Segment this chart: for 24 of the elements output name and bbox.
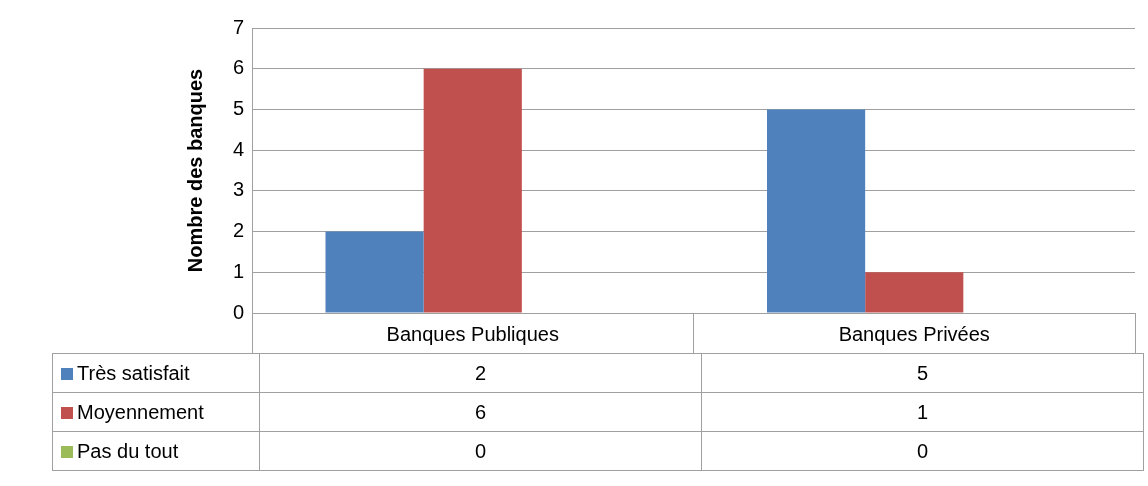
y-tick-label: 1: [232, 259, 244, 282]
bar: [325, 231, 424, 313]
y-axis-title: Nombre des banques: [183, 68, 206, 273]
bar: [423, 68, 522, 313]
y-tick-label: 2: [232, 219, 244, 242]
data-label: 6: [259, 392, 702, 432]
y-tick-label: 3: [232, 178, 244, 201]
data-label: 5: [701, 353, 1144, 393]
legend-label: Très satisfait: [52, 353, 260, 393]
legend-label: Moyennement: [52, 392, 260, 432]
y-tick-label: 0: [232, 300, 244, 323]
data-label: 0: [259, 431, 702, 471]
bar: [767, 109, 866, 313]
data-label: 0: [701, 431, 1144, 471]
y-tick-label: 4: [232, 137, 244, 160]
y-tick-label: 7: [232, 15, 244, 38]
legend-label: Pas du tout: [52, 431, 260, 471]
bar: [865, 272, 964, 313]
y-tick-label: 5: [232, 96, 244, 119]
data-label: 1: [701, 392, 1144, 432]
x-tick-label: Banques Publiques: [386, 322, 559, 345]
x-tick-label: Banques Privées: [838, 322, 990, 345]
y-tick-label: 6: [232, 56, 244, 79]
data-label: 2: [259, 353, 702, 393]
